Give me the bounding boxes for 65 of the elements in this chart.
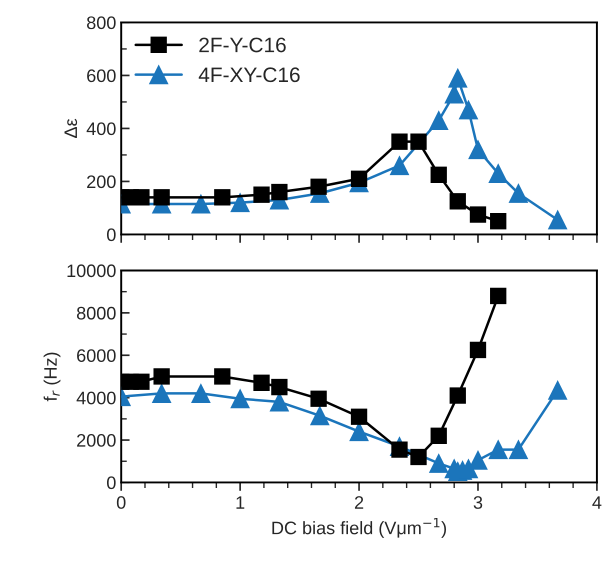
legend-label: 4F-XY-C16	[198, 67, 300, 82]
point	[448, 68, 468, 88]
point	[133, 189, 150, 206]
point	[410, 134, 427, 150]
point	[470, 342, 486, 358]
point	[191, 384, 210, 403]
point	[230, 193, 250, 212]
y-tick-label: 200	[87, 175, 116, 188]
point	[310, 406, 330, 426]
point	[410, 448, 427, 466]
point	[214, 189, 230, 206]
point	[310, 390, 327, 407]
x-tick-label: 3	[474, 496, 482, 509]
point	[468, 140, 488, 160]
point	[271, 378, 288, 396]
y-tick-label: 2000	[77, 434, 116, 447]
legend-label: 2F-Y-C16	[199, 38, 286, 52]
y-tick-label: 4000	[76, 392, 116, 404]
point	[450, 193, 466, 210]
point	[214, 368, 230, 385]
x-axis-title: DC bias field (Vμm$^{−1}$)	[272, 518, 446, 538]
point	[350, 170, 368, 187]
point	[253, 374, 270, 391]
point	[488, 440, 508, 460]
point	[490, 213, 506, 230]
y-tick-label: 600	[87, 69, 116, 82]
point	[350, 408, 368, 425]
point	[153, 189, 170, 206]
point	[470, 206, 486, 223]
point	[458, 100, 478, 120]
y-tick-label: 8000	[76, 306, 116, 320]
point	[548, 380, 568, 400]
x-tick-label: 0	[116, 496, 126, 509]
y-tick-label: 10000	[68, 264, 116, 278]
point	[253, 186, 270, 203]
point	[508, 184, 528, 203]
point	[390, 156, 410, 176]
y-tick-label: 6000	[77, 349, 116, 362]
point	[152, 384, 172, 403]
point	[133, 374, 150, 390]
point	[490, 288, 506, 304]
x-tick-label: 2	[354, 496, 364, 509]
y-tick-label: 800	[87, 16, 116, 30]
point	[391, 441, 408, 458]
point	[450, 387, 466, 404]
point	[429, 110, 448, 130]
y-axis-title: Δε	[64, 118, 78, 138]
point	[430, 428, 447, 444]
point	[548, 210, 568, 230]
point	[430, 166, 447, 183]
point	[271, 184, 288, 200]
point	[488, 164, 508, 184]
y-tick-label: 0	[107, 476, 116, 490]
y-axis-title: f$_{r}$ (Hz)	[44, 352, 60, 402]
point	[508, 440, 528, 460]
y-tick-label: 0	[107, 228, 116, 242]
point	[153, 368, 170, 385]
y-tick-label: 400	[86, 122, 116, 136]
point	[191, 194, 210, 214]
point	[391, 134, 408, 150]
point	[230, 389, 250, 408]
x-tick-label: 4	[592, 496, 602, 509]
x-tick-label: 1	[236, 496, 244, 509]
point	[429, 454, 448, 473]
point	[310, 178, 327, 195]
